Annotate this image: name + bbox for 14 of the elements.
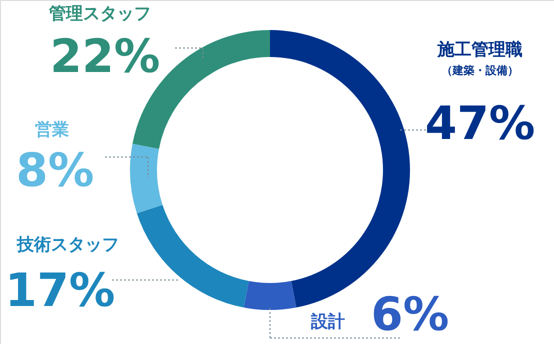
data-label: 6% bbox=[370, 287, 450, 341]
slice-label: 設計 bbox=[310, 312, 345, 332]
text: （建築・設備） bbox=[442, 64, 518, 77]
slice-label: 管理スタッフ bbox=[48, 4, 151, 24]
data-label: 47% bbox=[424, 96, 536, 150]
slice-label: 技術スタッフ bbox=[16, 235, 119, 255]
donut-slice bbox=[244, 281, 296, 310]
donut-slice bbox=[136, 204, 249, 308]
slice-label: 営業 bbox=[35, 120, 69, 140]
data-label: 22% bbox=[50, 29, 160, 83]
donut-slice bbox=[130, 144, 163, 214]
slice-label: 施工管理職 bbox=[436, 40, 522, 60]
data-label: 17% bbox=[4, 263, 116, 317]
data-label: 8% bbox=[16, 143, 94, 197]
